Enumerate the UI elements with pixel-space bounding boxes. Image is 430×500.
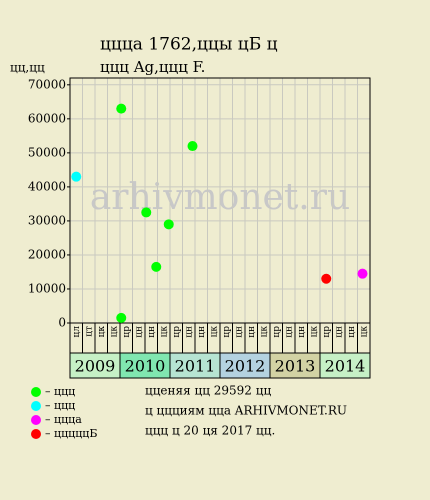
y-tick-label: 10000: [28, 281, 66, 295]
year-label: 2011: [175, 357, 216, 376]
y-tick-label: 60000: [28, 111, 66, 125]
column-label: цк: [159, 326, 169, 338]
column-label: цн: [147, 326, 157, 338]
legend-marker: [31, 387, 41, 397]
column-label: цк: [209, 326, 219, 338]
year-band: [119, 352, 171, 379]
year-label: 2014: [325, 357, 366, 376]
legend-marker: [31, 429, 41, 439]
column-label: цк: [109, 326, 119, 338]
column-label: цн: [297, 326, 307, 338]
data-point: [71, 171, 82, 182]
y-tick-label: 40000: [28, 179, 66, 193]
chart-subtitle: ццц Ag,ццц F.: [100, 58, 205, 76]
legend-label: – ццц: [45, 399, 75, 412]
y-axis-label: цц,цц: [10, 61, 45, 75]
plot-frame: [69, 77, 371, 354]
column-label: цк: [97, 326, 107, 338]
column-label: цн: [134, 326, 144, 338]
data-point: [321, 273, 332, 284]
column-label: цк: [309, 326, 319, 338]
legend-marker: [31, 401, 41, 411]
data-point: [357, 268, 368, 279]
y-tick-label: 0: [58, 316, 66, 330]
legend-marker: [31, 415, 41, 425]
year-band: [269, 352, 321, 379]
year-label: 2009: [75, 357, 116, 376]
chart-title: ццца 1762,ццы цБ ц: [100, 35, 278, 55]
column-label: цн: [347, 326, 357, 338]
column-label: цн: [234, 326, 244, 338]
data-point: [187, 141, 198, 152]
y-tick-label: 20000: [28, 247, 66, 261]
legend-label: – цццццБ: [45, 427, 97, 440]
legend-label: – ццц: [45, 385, 75, 398]
column-label: цн: [184, 326, 194, 338]
column-label: цр: [122, 326, 132, 338]
note: цценяя цц 29592 цц: [145, 384, 271, 398]
column-label: цт: [84, 326, 94, 337]
data-point: [151, 261, 162, 272]
y-tick-label: 50000: [28, 145, 66, 159]
column-label: цн: [247, 326, 257, 338]
column-label: цр: [172, 326, 182, 338]
column-label: цк: [359, 326, 369, 338]
column-label: цр: [322, 326, 332, 338]
year-label: 2012: [225, 357, 266, 376]
data-point: [163, 219, 174, 230]
legend-label: – ццца: [45, 413, 82, 426]
column-label: цк: [259, 326, 269, 338]
year-band: [319, 352, 371, 379]
note: ц ццциям цца ARHIVMONET.RU: [145, 404, 347, 418]
column-label: цр: [272, 326, 282, 338]
column-label: цн: [284, 326, 294, 338]
data-point: [116, 312, 127, 323]
column-label: цл: [72, 326, 82, 338]
year-label: 2010: [125, 357, 166, 376]
data-point: [141, 207, 152, 218]
year-band: [69, 352, 121, 379]
column-label: цн: [334, 326, 344, 338]
column-label: цр: [222, 326, 232, 338]
y-tick-label: 70000: [28, 77, 66, 91]
note: ццц ц 20 ця 2017 цц.: [145, 424, 275, 438]
data-point: [116, 103, 127, 114]
year-label: 2013: [275, 357, 316, 376]
y-tick-label: 30000: [28, 213, 66, 227]
column-label: цн: [197, 326, 207, 338]
